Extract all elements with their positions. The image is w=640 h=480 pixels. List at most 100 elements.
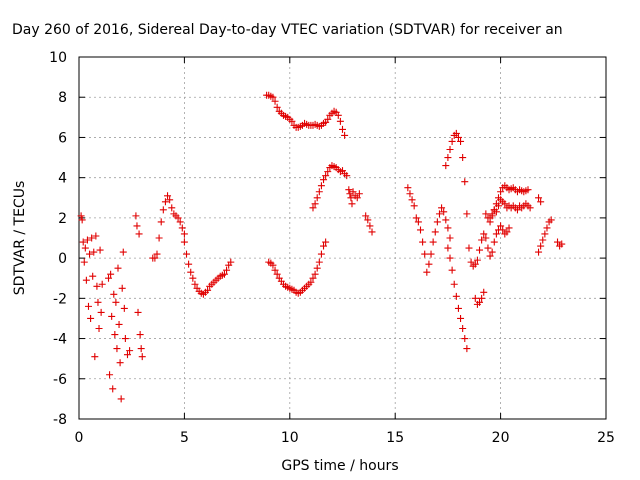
- data-point: [322, 172, 330, 180]
- data-point: [450, 280, 458, 288]
- data-point: [189, 274, 197, 282]
- data-point: [82, 276, 90, 284]
- data-point: [457, 137, 465, 145]
- data-point: [138, 353, 146, 361]
- data-point: [126, 347, 134, 355]
- data-point: [499, 226, 507, 234]
- data-point: [83, 236, 91, 244]
- data-point: [118, 284, 126, 292]
- data-point: [513, 206, 521, 214]
- y-tick-label: 6: [58, 130, 67, 146]
- data-point: [88, 234, 96, 242]
- data-point: [353, 194, 361, 202]
- data-point: [488, 210, 496, 218]
- data-point: [309, 204, 317, 212]
- data-point: [168, 204, 176, 212]
- data-point: [137, 345, 145, 353]
- data-point: [438, 204, 446, 212]
- data-point: [541, 230, 549, 238]
- data-point: [97, 308, 105, 316]
- data-point: [476, 246, 484, 254]
- data-point: [86, 250, 94, 258]
- data-point: [421, 250, 429, 258]
- data-point: [336, 117, 344, 125]
- data-point: [309, 274, 317, 282]
- data-point: [343, 172, 351, 180]
- data-point: [524, 186, 532, 194]
- y-tick-label: -4: [53, 332, 67, 348]
- data-point: [486, 252, 494, 260]
- data-point: [368, 228, 376, 236]
- data-point: [419, 238, 427, 246]
- data-point: [180, 238, 188, 246]
- data-point: [322, 238, 330, 246]
- data-point: [271, 266, 279, 274]
- data-point: [404, 184, 412, 192]
- data-point: [444, 244, 452, 252]
- data-point: [89, 272, 97, 280]
- data-point: [121, 335, 129, 343]
- data-point: [112, 298, 120, 306]
- data-point: [320, 242, 328, 250]
- data-point: [78, 216, 86, 224]
- y-tick-label: 4: [58, 171, 67, 187]
- data-point: [454, 133, 462, 141]
- data-point: [90, 248, 98, 256]
- y-tick-label: 10: [49, 50, 67, 66]
- data-point: [435, 210, 443, 218]
- data-point: [535, 194, 543, 202]
- data-point: [461, 178, 469, 186]
- data-point: [463, 210, 471, 218]
- data-point: [311, 200, 319, 208]
- data-point: [446, 254, 454, 262]
- y-tick-label: 2: [58, 211, 67, 227]
- data-point: [526, 204, 534, 212]
- data-point: [180, 230, 188, 238]
- data-point: [307, 278, 315, 286]
- data-point: [161, 198, 169, 206]
- data-point: [317, 182, 325, 190]
- data-point: [334, 111, 342, 119]
- data-point: [537, 198, 545, 206]
- data-point: [444, 154, 452, 162]
- data-point: [106, 371, 114, 379]
- data-point: [164, 192, 172, 200]
- x-tick-label: 0: [75, 430, 84, 446]
- chart-title: Day 260 of 2016, Sidereal Day-to-day VTE…: [12, 22, 563, 38]
- data-point: [448, 137, 456, 145]
- data-point: [109, 385, 117, 393]
- x-axis-label: GPS time / hours: [281, 458, 398, 474]
- data-point: [271, 97, 279, 105]
- data-point: [554, 238, 562, 246]
- data-point: [425, 260, 433, 268]
- data-point: [178, 224, 186, 232]
- data-point: [185, 260, 193, 268]
- data-point: [115, 320, 123, 328]
- data-point: [501, 200, 509, 208]
- data-point: [341, 131, 349, 139]
- data-point: [159, 206, 167, 214]
- y-tick-label: 0: [58, 251, 67, 267]
- data-point: [494, 202, 502, 210]
- data-point: [223, 266, 231, 274]
- y-tick-label: -6: [53, 372, 67, 388]
- x-tick-label: 20: [492, 430, 510, 446]
- y-tick-label: 8: [58, 90, 67, 106]
- data-point: [492, 230, 500, 238]
- data-point: [91, 353, 99, 361]
- data-point: [452, 129, 460, 137]
- data-point: [484, 244, 492, 252]
- data-point: [433, 218, 441, 226]
- data-point: [220, 270, 228, 278]
- data-point: [134, 308, 142, 316]
- x-tick-label: 15: [386, 430, 404, 446]
- data-point: [440, 208, 448, 216]
- data-point: [482, 234, 490, 242]
- data-point: [113, 345, 121, 353]
- y-tick-label: -8: [53, 412, 67, 428]
- data-point: [442, 216, 450, 224]
- data-point: [465, 244, 473, 252]
- data-point: [315, 258, 323, 266]
- data-point: [79, 238, 87, 246]
- data-point: [98, 280, 106, 288]
